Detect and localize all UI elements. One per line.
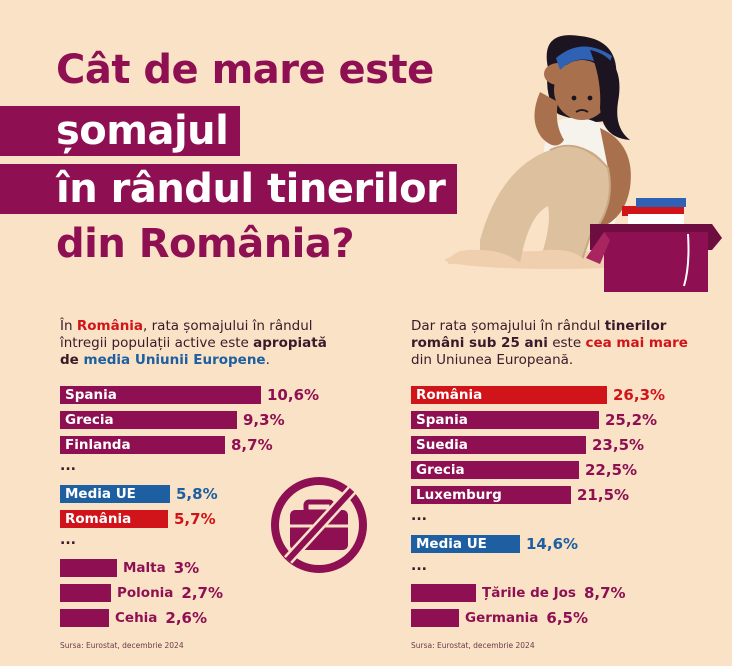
ellipsis: ... (60, 458, 76, 474)
bar-media-ue: Media UE (411, 535, 520, 553)
bar-label: Cehia (115, 610, 158, 626)
title-line-4: din România? (56, 221, 355, 267)
bar-label: Spania (416, 412, 468, 428)
value-label: 2,6% (165, 609, 208, 627)
value-label: 26,3% (613, 386, 666, 404)
bar-label: Germania (465, 610, 539, 626)
value-label: 14,6% (526, 535, 579, 553)
value-label: 8,7% (231, 436, 273, 454)
bar-label: Media UE (416, 536, 487, 552)
value-label: 23,5% (592, 436, 645, 454)
bar-label: Malta (123, 560, 166, 576)
bar-label: România (416, 387, 483, 403)
right-intro: Dar rata șomajului în rândul tinerilor r… (411, 318, 688, 368)
no-briefcase-icon (271, 477, 367, 573)
value-label: 21,5% (577, 486, 630, 504)
bar-finlanda: Finlanda (60, 436, 225, 454)
bar-grecia: Grecia (60, 411, 237, 429)
bar-label: Finlanda (65, 437, 131, 453)
ellipsis: ... (411, 558, 427, 574)
value-label: 10,6% (267, 386, 320, 404)
value-label: 5,8% (176, 485, 218, 503)
bar-label: Grecia (65, 412, 114, 428)
source-left: Sursa: Eurostat, decembrie 2024 (60, 641, 184, 650)
title-line-2: șomajul (0, 106, 241, 156)
bar-romania: România (411, 386, 607, 404)
bar-tarile-de-jos (411, 584, 476, 602)
bar-germania (411, 609, 459, 627)
ellipsis: ... (60, 532, 76, 548)
value-label: 2,7% (181, 584, 224, 602)
bar-malta (60, 559, 117, 577)
bar-label: Țările de Jos (482, 585, 576, 601)
bar-suedia: Suedia (411, 436, 586, 454)
bar-cehia (60, 609, 109, 627)
ellipsis: ... (411, 508, 427, 524)
sad-person-illustration (445, 35, 722, 292)
bar-polonia (60, 584, 111, 602)
value-label: 8,7% (583, 584, 626, 602)
bar-spania: Spania (60, 386, 261, 404)
value-label: 6,5% (546, 609, 589, 627)
bar-label: Grecia (416, 462, 465, 478)
bar-romania: România (60, 510, 168, 528)
source-right: Sursa: Eurostat, decembrie 2024 (411, 641, 535, 650)
title-line-3: în rândul tinerilor (0, 164, 458, 214)
bar-media-ue: Media UE (60, 485, 170, 503)
value-label: 3% (173, 559, 200, 577)
bar-luxemburg: Luxemburg (411, 486, 571, 504)
title-line-1: Cât de mare este (56, 47, 434, 93)
value-label: 22,5% (585, 461, 638, 479)
value-label: 9,3% (243, 411, 285, 429)
value-label: 25,2% (605, 411, 658, 429)
bar-label: Spania (65, 387, 117, 403)
left-intro: În România, rata șomajului în rândul înt… (60, 318, 327, 368)
bar-label: Media UE (65, 486, 136, 502)
bar-grecia: Grecia (411, 461, 579, 479)
value-label: 5,7% (174, 510, 216, 528)
bar-spania: Spania (411, 411, 599, 429)
bar-label: Suedia (416, 437, 468, 453)
bar-label: România (65, 511, 132, 527)
bar-label: Luxemburg (416, 487, 502, 503)
bar-label: Polonia (117, 585, 174, 601)
